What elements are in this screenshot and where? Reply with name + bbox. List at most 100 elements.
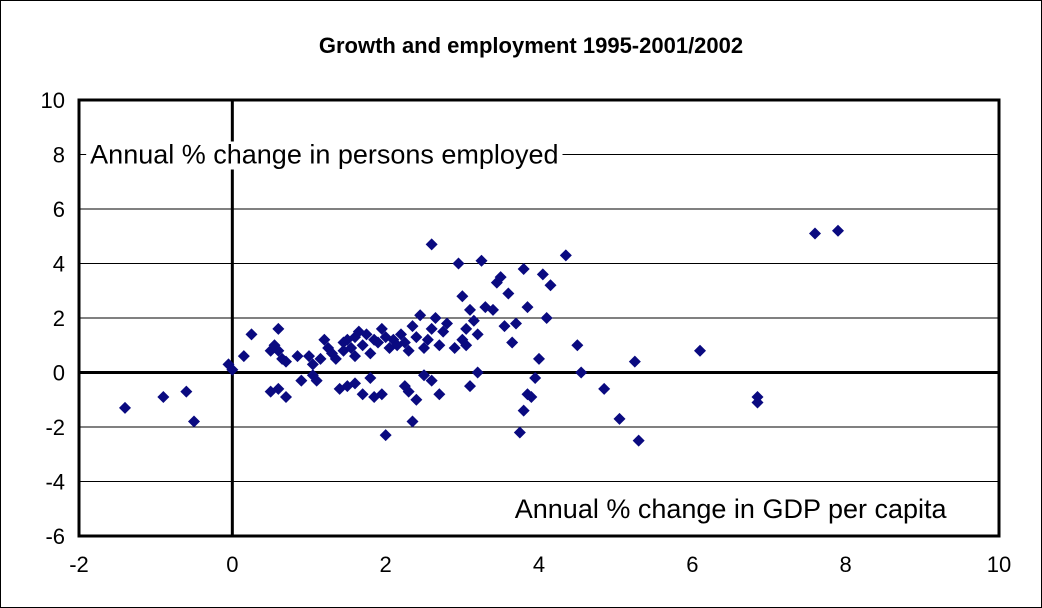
data-point bbox=[360, 328, 373, 341]
data-point bbox=[433, 339, 446, 352]
data-point bbox=[418, 341, 430, 354]
chart-title: Growth and employment 1995-2001/2002 bbox=[319, 33, 743, 58]
data-point bbox=[487, 303, 499, 316]
data-point bbox=[437, 325, 450, 338]
data-point bbox=[372, 336, 384, 349]
data-point bbox=[291, 350, 304, 363]
data-point bbox=[494, 271, 507, 284]
data-point bbox=[295, 374, 308, 387]
data-point bbox=[575, 366, 588, 379]
data-point bbox=[456, 290, 469, 303]
data-point bbox=[475, 254, 488, 267]
data-point bbox=[356, 388, 369, 401]
data-point bbox=[245, 328, 258, 341]
data-point bbox=[356, 339, 369, 352]
x-tick-label: 6 bbox=[686, 552, 698, 577]
data-point bbox=[498, 320, 511, 333]
data-point bbox=[303, 350, 315, 363]
data-point bbox=[425, 374, 438, 387]
x-annotation-background bbox=[510, 495, 952, 524]
data-point bbox=[310, 374, 323, 387]
data-point bbox=[418, 369, 430, 382]
data-point bbox=[345, 341, 358, 354]
data-point bbox=[471, 328, 484, 341]
data-point bbox=[406, 415, 419, 428]
gridlines bbox=[79, 154, 999, 482]
data-point bbox=[809, 227, 821, 240]
y-tick-label: 6 bbox=[53, 197, 65, 222]
data-point bbox=[414, 309, 427, 322]
data-point bbox=[460, 339, 473, 352]
data-point bbox=[751, 396, 764, 409]
data-point bbox=[448, 341, 461, 354]
data-point bbox=[329, 352, 342, 365]
data-point bbox=[506, 336, 519, 349]
y-tick-label: 0 bbox=[53, 361, 65, 386]
data-point bbox=[517, 404, 530, 417]
data-point bbox=[513, 426, 526, 439]
plot-area-border bbox=[77, 98, 1001, 538]
x-tick-label: 0 bbox=[226, 552, 238, 577]
data-point bbox=[157, 391, 170, 404]
x-tick-label: 4 bbox=[533, 552, 545, 577]
data-point bbox=[398, 336, 411, 349]
y-tick-label: -2 bbox=[45, 415, 65, 440]
data-point bbox=[349, 350, 361, 363]
data-point bbox=[119, 401, 131, 414]
data-point bbox=[375, 322, 388, 335]
data-point bbox=[395, 328, 407, 341]
x-tick-label: -2 bbox=[69, 552, 89, 577]
x-tick-label: 10 bbox=[987, 552, 1011, 577]
data-point bbox=[406, 320, 419, 333]
data-point bbox=[517, 262, 530, 275]
data-point bbox=[521, 301, 534, 314]
data-point bbox=[314, 352, 327, 365]
data-points bbox=[119, 224, 844, 447]
data-point bbox=[529, 371, 542, 384]
x-axis-annotation: Annual % change in GDP per capita bbox=[515, 494, 948, 524]
data-point bbox=[598, 382, 611, 395]
data-point bbox=[540, 312, 553, 324]
data-point bbox=[525, 391, 538, 404]
y-annotation-background bbox=[86, 141, 563, 170]
data-point bbox=[402, 344, 415, 357]
data-point bbox=[306, 358, 319, 371]
data-point bbox=[272, 344, 285, 357]
data-point bbox=[364, 347, 377, 360]
data-point bbox=[237, 350, 250, 363]
data-point bbox=[613, 412, 626, 425]
y-tick-label: 2 bbox=[53, 306, 65, 331]
data-point bbox=[433, 388, 446, 401]
data-point bbox=[429, 312, 442, 324]
data-point bbox=[559, 249, 572, 262]
data-point bbox=[364, 371, 377, 384]
data-point bbox=[180, 385, 193, 398]
y-tick-label: 8 bbox=[53, 143, 65, 168]
data-point bbox=[544, 279, 557, 292]
data-point bbox=[502, 287, 515, 300]
data-point bbox=[441, 317, 453, 330]
data-point bbox=[464, 303, 476, 316]
data-point bbox=[510, 317, 522, 330]
data-point bbox=[280, 391, 292, 404]
data-point bbox=[410, 393, 423, 406]
y-axis-annotation: Annual % change in persons employed bbox=[90, 140, 558, 170]
data-point bbox=[628, 355, 641, 368]
data-point bbox=[410, 331, 423, 344]
data-point bbox=[536, 268, 549, 281]
data-point bbox=[832, 224, 844, 237]
data-point bbox=[694, 344, 706, 357]
data-point bbox=[467, 314, 480, 327]
data-point bbox=[471, 366, 484, 379]
data-point bbox=[188, 415, 200, 428]
data-point bbox=[425, 238, 438, 251]
data-point bbox=[632, 434, 645, 447]
y-tick-label: -4 bbox=[45, 470, 65, 495]
data-point bbox=[421, 333, 434, 346]
data-point bbox=[402, 385, 415, 398]
data-point bbox=[349, 377, 361, 390]
data-point bbox=[272, 382, 285, 395]
y-tick-label: 10 bbox=[41, 88, 65, 113]
